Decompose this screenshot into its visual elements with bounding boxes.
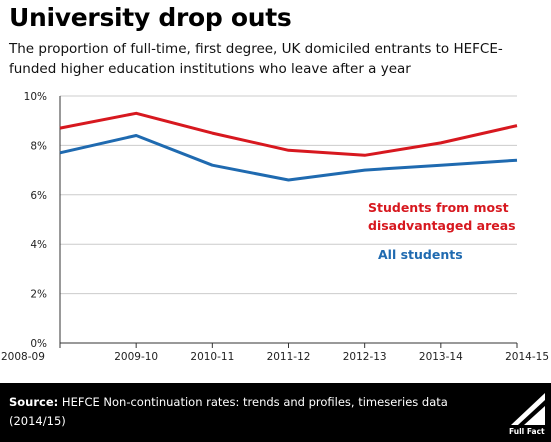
x-tick-label: 2009-10 — [114, 351, 158, 363]
series-label: Students from most — [368, 200, 509, 215]
y-tick-label: 0% — [30, 338, 47, 350]
source-footer: Source: HEFCE Non-continuation rates: tr… — [0, 383, 551, 442]
y-tick-label: 10% — [24, 91, 47, 103]
y-tick-label: 6% — [30, 190, 47, 202]
y-tick-label: 4% — [30, 239, 47, 251]
series-line-all-students — [59, 134, 518, 182]
line-chart: 0% 2% 4% 6% 8% 10% 2008-09 2009-10 2010-11 2011-1… — [1, 91, 549, 363]
full-fact-logo: Full Fact — [509, 389, 549, 439]
logo-text: Full Fact — [509, 427, 545, 436]
y-tick-label: 8% — [30, 140, 47, 152]
y-tick-label: 2% — [30, 289, 47, 301]
x-tick-label: 2010-11 — [190, 351, 234, 363]
source-label: Source: — [9, 395, 59, 409]
series-line-disadvantaged — [59, 111, 518, 157]
x-tick-label: 2011-12 — [267, 351, 311, 363]
x-tick-label: 2013-14 — [419, 351, 463, 363]
source-text: HEFCE Non-continuation rates: trends and… — [9, 395, 448, 428]
source-note: Source: HEFCE Non-continuation rates: tr… — [9, 393, 479, 431]
series-label: disadvantaged areas — [368, 218, 516, 233]
chart-title: University drop outs — [9, 3, 292, 32]
full-fact-mark-icon — [511, 393, 545, 425]
x-tick-label: 2008-09 — [1, 351, 45, 363]
x-tick-label: 2012-13 — [343, 351, 387, 363]
x-tick-label: 2014-15 — [505, 351, 549, 363]
series-label: All students — [378, 247, 463, 262]
chart-subtitle: The proportion of full-time, first degre… — [9, 41, 503, 77]
